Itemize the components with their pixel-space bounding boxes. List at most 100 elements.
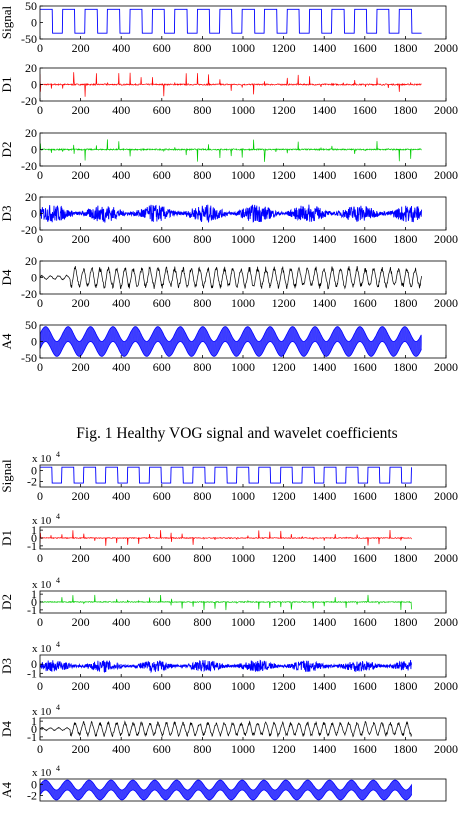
fig2-panel-d4: D4 10-10 200 400 600 800 1000 1200 1400 1600 1800 2… [0, 703, 458, 756]
x-tick-label: 1400 [312, 551, 336, 565]
series-line [40, 594, 412, 611]
x-tick-label: 600 [153, 551, 171, 565]
x-tick-label: 1800 [393, 168, 417, 182]
x-tick-label: 200 [72, 296, 90, 310]
x-tick-label: 200 [72, 360, 90, 374]
x-tick-label: 1400 [312, 489, 336, 503]
series-texture [40, 327, 422, 356]
x-tick-label: 800 [193, 489, 211, 503]
x-tick-label: 1800 [393, 489, 417, 503]
x-tick-label: 1200 [272, 41, 296, 55]
fig2-panel-a4: A4 0-2 x 10 4 [0, 764, 447, 803]
x-tick-label: 200 [72, 742, 90, 756]
axes-frame [39, 5, 447, 40]
x-tick-label: 1000 [231, 679, 255, 693]
y-tick-label: -20 [21, 287, 37, 301]
y-tick-label: -20 [21, 94, 37, 108]
x-tick-label: 400 [112, 679, 130, 693]
x-tick-label: 1400 [312, 168, 336, 182]
x-tick-label: 1400 [312, 679, 336, 693]
y-exponent-label: x 10 [32, 453, 52, 465]
y-axis-label: Signal [0, 6, 14, 40]
x-tick-label: 400 [112, 168, 130, 182]
series-line [40, 72, 422, 97]
y-exponent-label: x 10 [32, 767, 52, 779]
x-tick-label: 1200 [272, 551, 296, 565]
x-tick-label: 2000 [434, 360, 458, 374]
y-axis-label: A4 [0, 782, 14, 798]
x-tick-label: 1800 [393, 679, 417, 693]
x-tick-label: 1000 [231, 232, 255, 246]
x-tick-label: 200 [72, 679, 90, 693]
y-tick-label: 0 [31, 531, 37, 545]
trace-group [40, 659, 412, 674]
x-tick-label: 1400 [312, 360, 336, 374]
trace-group [40, 326, 422, 357]
x-tick-label: 600 [153, 615, 171, 629]
y-tick-label: 20 [25, 61, 37, 75]
x-tick-label: 600 [153, 679, 171, 693]
x-tick-label: 1000 [231, 360, 255, 374]
x-tick-label: 0 [37, 742, 43, 756]
x-tick-label: 1200 [272, 742, 296, 756]
series-line [40, 466, 412, 484]
x-tick-label: 1400 [312, 742, 336, 756]
trace-group [40, 466, 412, 484]
y-axis-label: D4 [0, 721, 14, 737]
x-tick-label: 200 [72, 615, 90, 629]
x-tick-label: 1800 [393, 41, 417, 55]
x-tick-label: 1000 [231, 615, 255, 629]
x-tick-label: 0 [37, 41, 43, 55]
series-line [40, 659, 412, 674]
x-tick-label: 2000 [434, 615, 458, 629]
y-tick-label: 0 [31, 207, 37, 221]
y-tick-label: 1 [31, 587, 37, 601]
x-tick-label: 800 [193, 360, 211, 374]
x-tick-label: 1400 [312, 41, 336, 55]
y-tick-label: 0 [31, 657, 37, 671]
x-tick-label: 600 [153, 489, 171, 503]
y-axis-label: D2 [0, 142, 14, 158]
x-tick-label: 600 [153, 742, 171, 756]
x-tick-label: 200 [72, 103, 90, 117]
y-tick-label: 0 [31, 464, 37, 478]
trace-group [40, 204, 422, 224]
x-tick-label: 600 [153, 168, 171, 182]
trace-group [40, 8, 422, 34]
x-tick-label: 800 [193, 168, 211, 182]
y-tick-label: -20 [21, 223, 37, 237]
y-tick-label: -1 [27, 666, 37, 680]
x-tick-label: 800 [193, 551, 211, 565]
x-tick-label: 400 [112, 296, 130, 310]
x-tick-label: 0 [37, 168, 43, 182]
trace-group [40, 72, 422, 97]
y-axis-label: Signal [0, 459, 14, 493]
series-line [40, 139, 422, 162]
y-tick-label: -1 [27, 539, 37, 553]
y-exponent-label: x 10 [32, 515, 52, 527]
x-tick-label: 600 [153, 232, 171, 246]
x-tick-label: 400 [112, 360, 130, 374]
y-tick-label: 0 [31, 778, 37, 792]
y-exponent-power: 4 [56, 450, 60, 459]
fig1-panel-signal: Signal 500-500 200 400 600 800 1000 1200 1400 160… [0, 0, 458, 55]
y-tick-label: 0 [31, 78, 37, 92]
x-tick-label: 1600 [353, 103, 377, 117]
x-tick-label: 1000 [231, 296, 255, 310]
x-tick-label: 600 [153, 296, 171, 310]
x-tick-label: 2000 [434, 551, 458, 565]
x-tick-label: 400 [112, 551, 130, 565]
x-tick-label: 2000 [434, 742, 458, 756]
x-tick-label: 1600 [353, 41, 377, 55]
y-tick-label: -1 [27, 730, 37, 744]
x-tick-label: 1200 [272, 360, 296, 374]
x-tick-label: 1800 [393, 742, 417, 756]
y-exponent-power: 4 [56, 512, 60, 521]
axes-frame [39, 778, 447, 802]
trace-group [40, 779, 412, 801]
